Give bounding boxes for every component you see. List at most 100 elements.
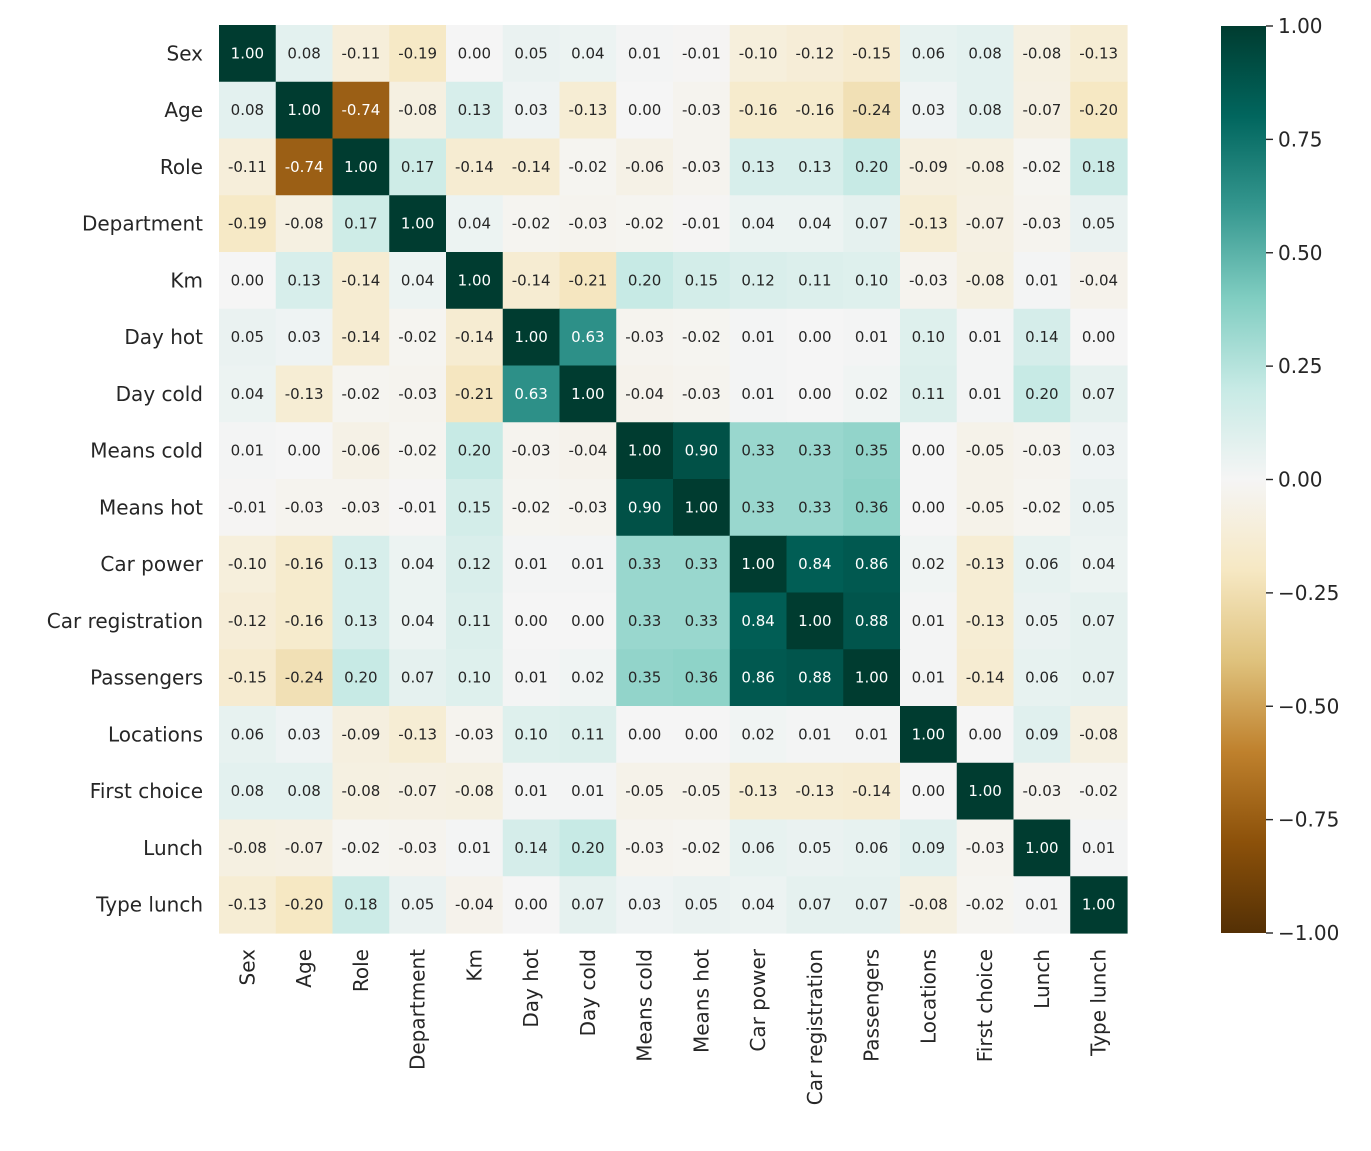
heatmap-cell-value: -0.13 <box>909 215 948 233</box>
heatmap-cell <box>956 479 1015 537</box>
heatmap-cell <box>446 25 504 83</box>
heatmap-cell-value: -0.08 <box>1079 725 1118 743</box>
heatmap-cell-value: 1.00 <box>1025 839 1058 857</box>
heatmap-cell-value: 1.00 <box>741 555 774 573</box>
heatmap-cell <box>502 81 561 140</box>
heatmap-cell-value: 1.00 <box>912 725 945 743</box>
heatmap-cell-value: 0.03 <box>514 101 547 119</box>
heatmap-cell-value: 0.33 <box>685 612 718 630</box>
heatmap-cell <box>673 25 731 83</box>
x-tick-label: Means cold <box>633 949 657 1062</box>
heatmap-cell <box>786 762 844 821</box>
heatmap-cell <box>559 138 617 196</box>
heatmap-cell <box>219 819 277 877</box>
heatmap-cell-value: 0.00 <box>685 725 718 743</box>
heatmap-cell-value: -0.15 <box>852 44 891 62</box>
y-tick-label: Car registration <box>47 609 203 633</box>
heatmap-cell <box>446 422 504 480</box>
heatmap-cell-value: -0.03 <box>1022 782 1061 800</box>
heatmap-cell-value: 0.00 <box>798 385 831 403</box>
y-tick-label: Sex <box>167 41 204 65</box>
heatmap-cell-value: -0.24 <box>852 101 891 119</box>
heatmap-cell-value: -0.09 <box>909 158 948 176</box>
heatmap-cell <box>673 479 731 537</box>
heatmap-cell-value: 0.13 <box>458 101 491 119</box>
heatmap-cell <box>673 422 731 480</box>
heatmap-cell-value: 0.18 <box>1082 158 1115 176</box>
x-tick-label: Locations <box>916 949 940 1044</box>
heatmap-cell <box>446 535 504 594</box>
heatmap-cell-value: 1.00 <box>401 215 434 233</box>
heatmap-cell <box>275 138 334 196</box>
heatmap-cell-value: -0.12 <box>795 44 834 62</box>
heatmap-cell <box>673 535 731 594</box>
heatmap-cell-value: -0.13 <box>966 612 1005 630</box>
heatmap-cell <box>900 81 958 140</box>
heatmap-cell-value: 0.01 <box>855 725 888 743</box>
heatmap-cell <box>389 535 447 594</box>
heatmap-cell <box>786 592 844 650</box>
heatmap-cell-value: -0.03 <box>341 498 380 516</box>
heatmap-cell-value: -0.03 <box>625 328 664 346</box>
heatmap-cell-value: -0.11 <box>228 158 267 176</box>
heatmap-cell <box>446 876 504 934</box>
heatmap-cell <box>559 876 617 934</box>
heatmap-cell <box>673 876 731 934</box>
heatmap-cell-value: 1.00 <box>344 158 377 176</box>
heatmap-cell <box>219 25 277 83</box>
heatmap-cell <box>389 308 447 367</box>
y-tick-label: Car power <box>100 552 203 576</box>
heatmap-cell <box>219 876 277 934</box>
heatmap-cell <box>843 706 901 764</box>
heatmap-cell <box>446 365 504 423</box>
heatmap-cell <box>843 876 901 934</box>
heatmap-cell-value: -0.01 <box>228 498 267 516</box>
heatmap-cell-value: 0.10 <box>514 725 547 743</box>
heatmap-cell <box>389 138 447 196</box>
heatmap-cell-value: 0.36 <box>855 498 888 516</box>
heatmap-cell <box>729 649 788 707</box>
heatmap-cell-value: 0.14 <box>1025 328 1058 346</box>
heatmap-cell <box>673 592 731 650</box>
heatmap-cell-value: 0.04 <box>798 215 831 233</box>
heatmap-cell <box>275 308 334 367</box>
heatmap-cell-value: 1.00 <box>458 271 491 289</box>
heatmap-cell-value: 0.00 <box>912 498 945 516</box>
heatmap-cell-value: -0.14 <box>455 158 494 176</box>
heatmap-cell-value: 1.00 <box>231 44 264 62</box>
heatmap-cell <box>900 308 958 367</box>
heatmap-cell <box>389 195 447 253</box>
heatmap-cell-value: 0.05 <box>1082 498 1115 516</box>
heatmap-cell-value: 0.33 <box>741 498 774 516</box>
heatmap-cell <box>1070 819 1128 877</box>
heatmap-cell <box>843 649 901 707</box>
heatmap-cell <box>900 195 958 253</box>
heatmap-cell <box>956 422 1015 480</box>
heatmap-cell-value: 0.04 <box>401 271 434 289</box>
heatmap-cell-value: 0.02 <box>912 555 945 573</box>
heatmap-cell <box>275 479 334 537</box>
heatmap-cell-value: -0.16 <box>739 101 778 119</box>
heatmap-cell <box>616 876 674 934</box>
heatmap-cell-value: -0.08 <box>285 215 324 233</box>
heatmap-cell-value: -0.03 <box>1022 442 1061 460</box>
heatmap-cell-value: -0.02 <box>568 158 607 176</box>
heatmap-cell <box>729 365 788 423</box>
heatmap-cell-value: -0.05 <box>682 782 721 800</box>
heatmap-cell-value: -0.01 <box>682 44 721 62</box>
heatmap-cell <box>332 706 390 764</box>
heatmap-cell <box>219 592 277 650</box>
heatmap-cell <box>219 195 277 253</box>
heatmap-cell-value: -0.14 <box>512 158 551 176</box>
heatmap-cell <box>332 819 390 877</box>
y-tick-label: Means cold <box>90 439 203 463</box>
colorbar-tick-label: −0.75 <box>1278 808 1339 832</box>
heatmap-cell-value: -0.04 <box>455 896 494 914</box>
heatmap-cell-value: -0.08 <box>398 101 437 119</box>
heatmap-cell <box>389 252 447 310</box>
heatmap-cell <box>446 81 504 140</box>
heatmap-cell-value: 0.01 <box>855 328 888 346</box>
heatmap-cell-value: 0.01 <box>741 385 774 403</box>
heatmap-cell-value: -0.09 <box>341 725 380 743</box>
heatmap-cell <box>446 308 504 367</box>
